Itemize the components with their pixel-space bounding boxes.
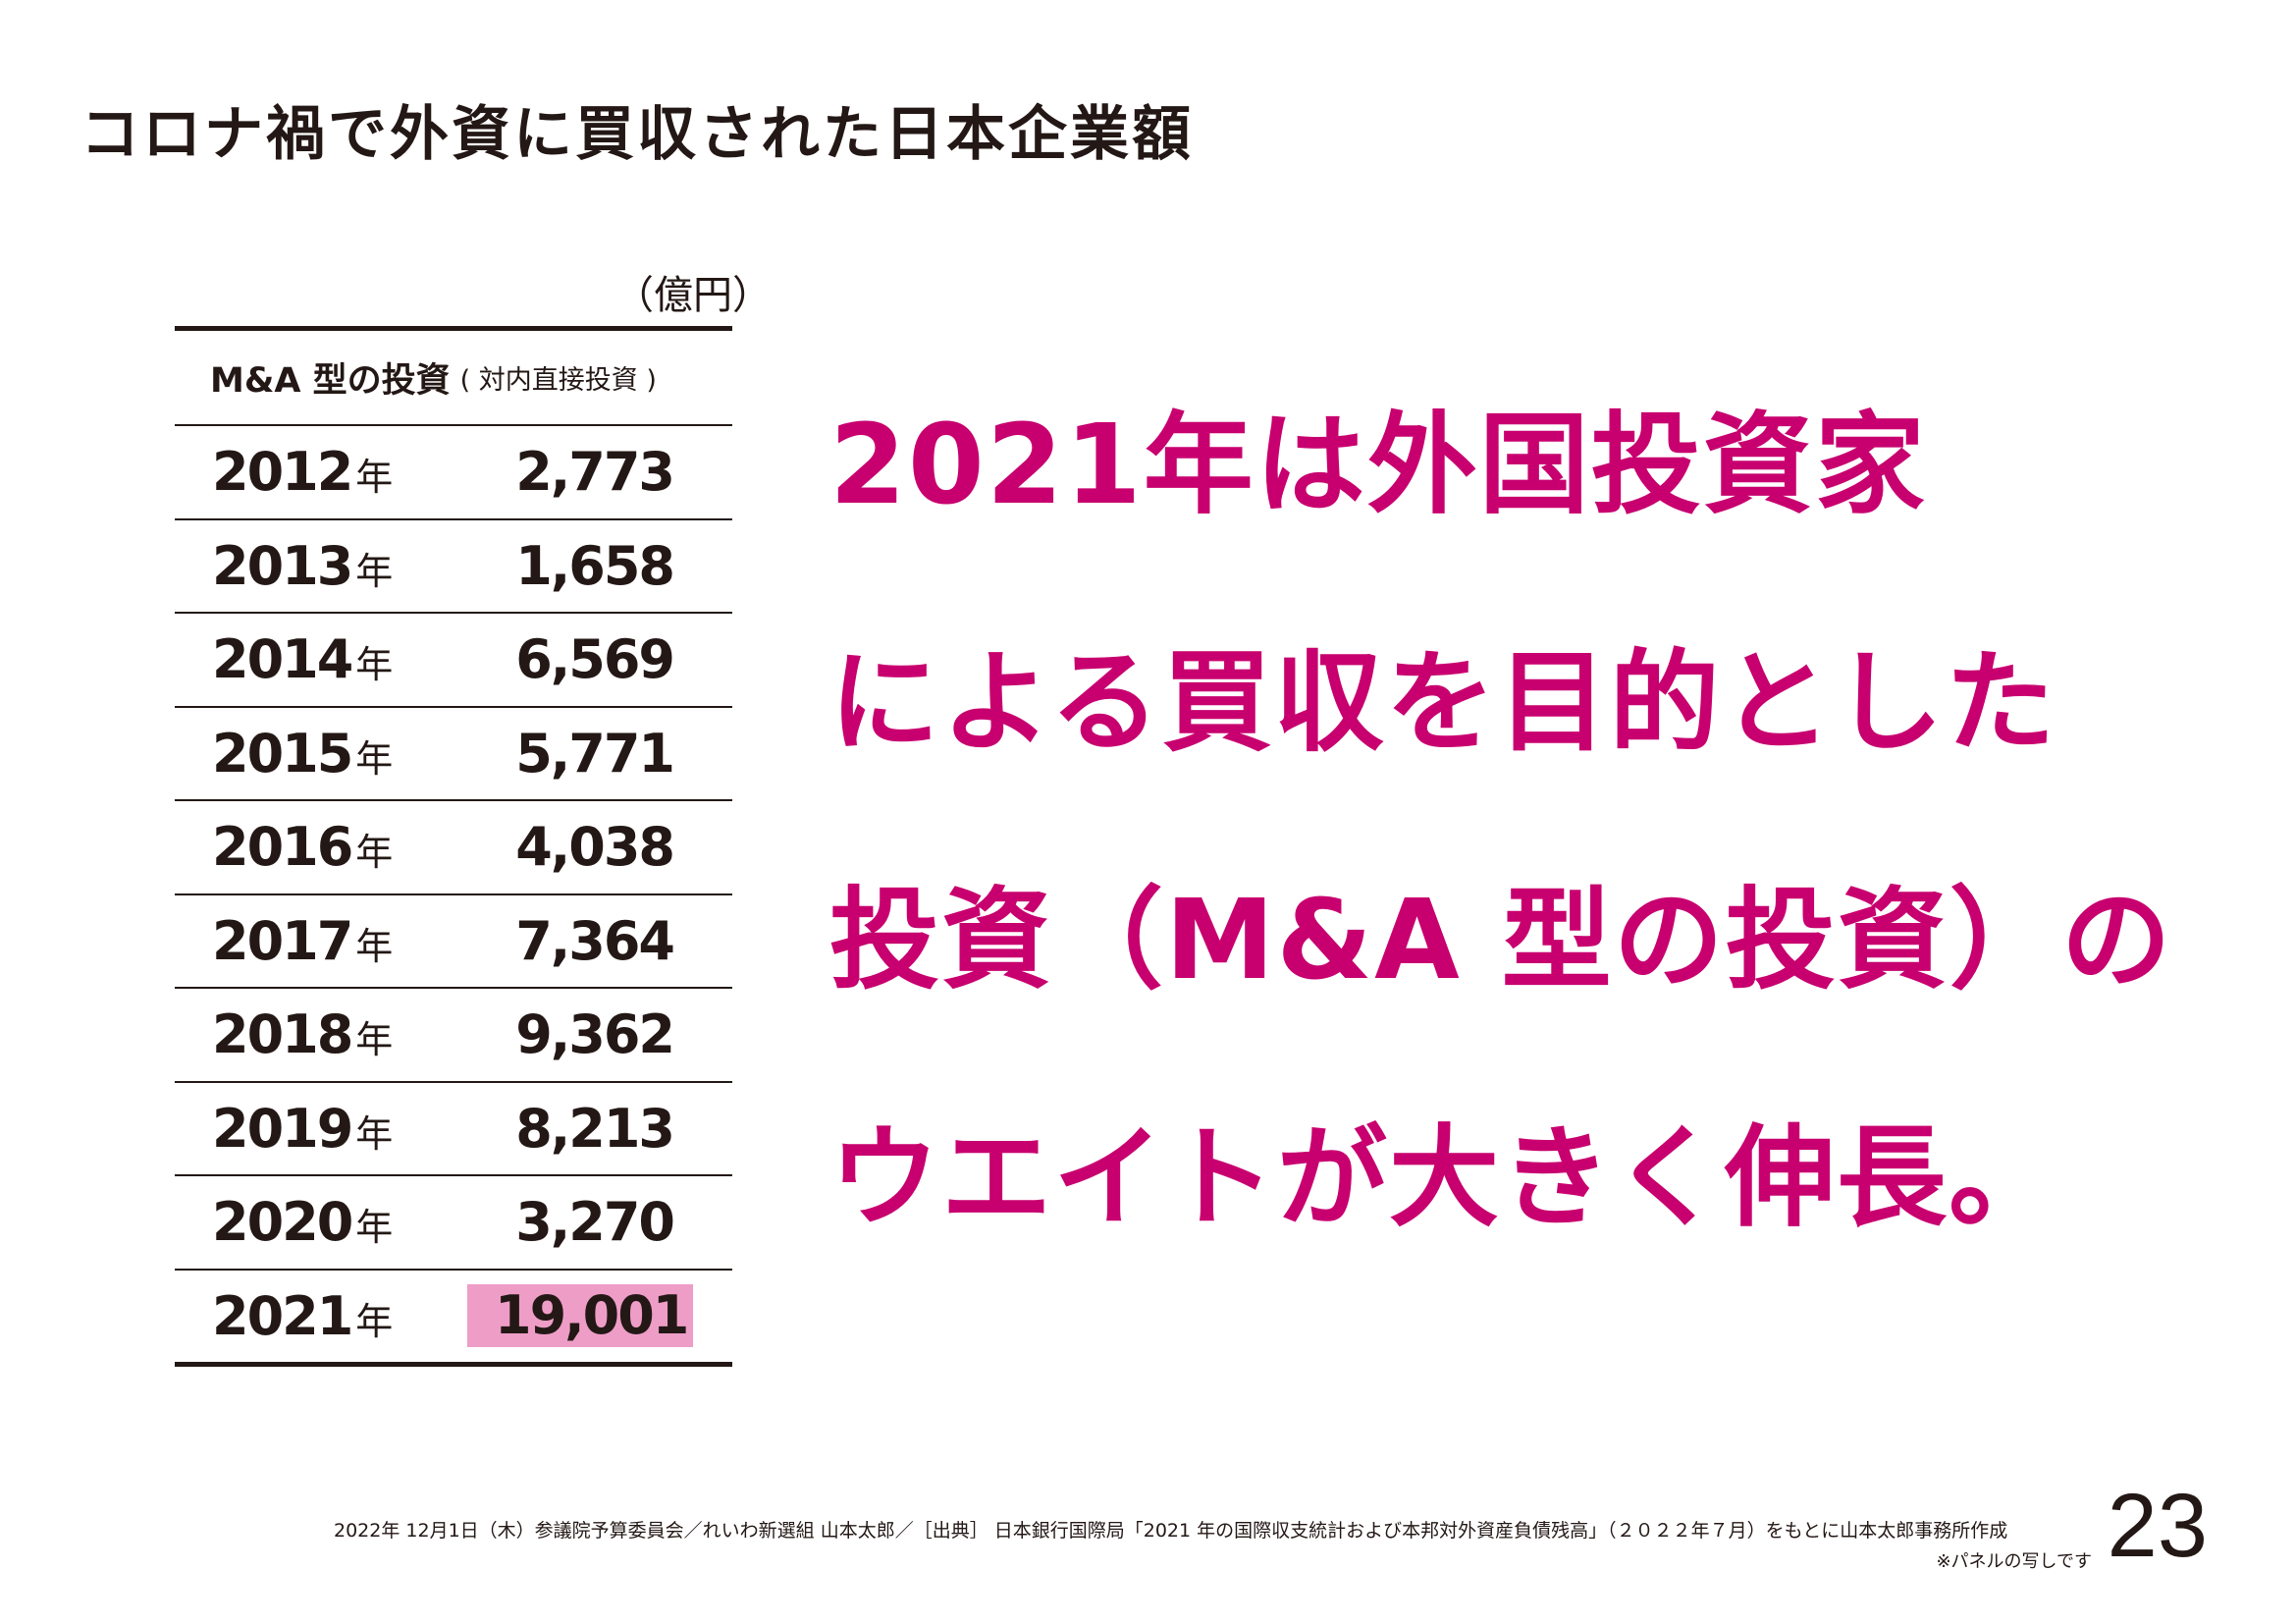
- headline: 2021年は外国投資家 による買収を目的とした 投資（M&A 型の投資）の ウエ…: [829, 410, 2194, 1361]
- row-year-number: 2014: [212, 628, 353, 691]
- table-header: M&A 型の投資 ( 対内直接投資 ): [175, 331, 732, 426]
- page-number: 23: [2107, 1476, 2208, 1576]
- table-row: 2013 年 1,658: [175, 520, 732, 614]
- row-year: 2019 年: [212, 1098, 393, 1160]
- row-year-number: 2013: [212, 534, 353, 597]
- row-year: 2014 年: [212, 628, 393, 690]
- headline-line-3: 投資（M&A 型の投資）の: [829, 877, 2173, 1004]
- row-year: 2020 年: [212, 1191, 393, 1253]
- footer-note: ※パネルの写しです: [1936, 1551, 2092, 1572]
- row-year-number: 2021: [212, 1284, 353, 1347]
- table-row: 2017 年 7,364: [175, 895, 732, 989]
- table-row: 2014 年 6,569: [175, 614, 732, 708]
- row-year: 2013 年: [212, 535, 393, 597]
- row-value: 5,771: [515, 722, 675, 785]
- table-header-main: M&A 型の投資: [210, 361, 451, 401]
- row-year-suffix: 年: [355, 1018, 394, 1062]
- row-value: 4,038: [515, 816, 675, 879]
- row-year-number: 2015: [212, 722, 353, 785]
- headline-line-4: ウエイトが大きく伸長。: [829, 1114, 2060, 1242]
- row-year: 2018 年: [212, 1003, 393, 1065]
- row-value: 2,773: [515, 441, 675, 504]
- row-year-number: 2019: [212, 1097, 353, 1160]
- row-value: 9,362: [515, 1003, 675, 1066]
- investment-table: M&A 型の投資 ( 対内直接投資 ) 2012 年 2,773 2013 年 1,658…: [175, 326, 732, 1367]
- table-row: 2018 年 9,362: [175, 989, 732, 1083]
- row-year-suffix: 年: [355, 831, 394, 875]
- table-row: 2016 年 4,038: [175, 801, 732, 895]
- row-value: 7,364: [515, 909, 675, 972]
- headline-line-2: による買収を目的とした: [829, 639, 2057, 767]
- row-year: 2021 年: [212, 1285, 393, 1347]
- row-value-highlighted: 19,001: [467, 1284, 693, 1348]
- headline-line-1: 2021年は外国投資家: [829, 402, 1927, 529]
- row-value: 3,270: [515, 1191, 675, 1254]
- row-year-number: 2018: [212, 1003, 353, 1066]
- table-header-sub: ( 対内直接投資 ): [459, 365, 657, 396]
- page-title: コロナ禍で外資に買収された日本企業額: [80, 100, 1194, 169]
- row-year-suffix: 年: [355, 924, 394, 968]
- row-year-number: 2020: [212, 1191, 353, 1254]
- table-row: 2021 年 19,001: [175, 1271, 732, 1363]
- row-year-suffix: 年: [355, 1111, 394, 1156]
- row-year-suffix: 年: [355, 1299, 394, 1343]
- row-year-number: 2017: [212, 909, 353, 972]
- row-year-number: 2016: [212, 816, 353, 879]
- row-year: 2016 年: [212, 816, 393, 878]
- row-value: 8,213: [515, 1097, 675, 1160]
- row-year: 2012 年: [212, 441, 393, 503]
- row-year: 2017 年: [212, 910, 393, 972]
- table-row: 2019 年 8,213: [175, 1083, 732, 1176]
- row-value: 6,569: [515, 628, 675, 691]
- row-year-number: 2012: [212, 441, 353, 504]
- row-year-suffix: 年: [355, 549, 394, 593]
- row-year-suffix: 年: [355, 1206, 394, 1250]
- row-year-suffix: 年: [355, 456, 394, 500]
- table-row: 2015 年 5,771: [175, 708, 732, 801]
- table-row: 2012 年 2,773: [175, 426, 732, 520]
- row-value: 1,658: [515, 534, 675, 597]
- footer-source: 2022年 12月1日（木）参議院予算委員会／れいわ新選組 山本太郎／［出典］ …: [334, 1520, 2008, 1542]
- row-year-suffix: 年: [355, 736, 394, 781]
- row-year: 2015 年: [212, 723, 393, 785]
- row-year-suffix: 年: [355, 643, 394, 687]
- table-row: 2020 年 3,270: [175, 1176, 732, 1271]
- table-unit-label: （億円）: [614, 273, 772, 318]
